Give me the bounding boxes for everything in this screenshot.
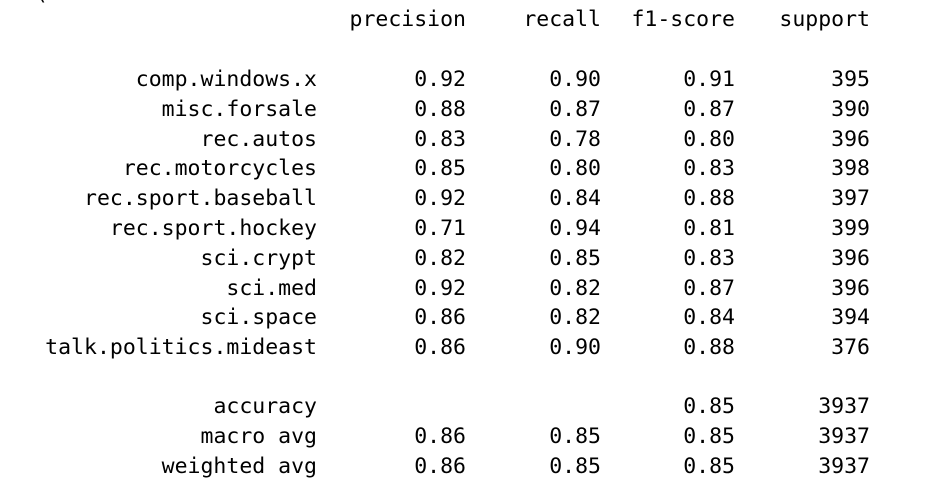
support-value: 394 [831, 305, 870, 331]
f1-score-value: 0.87 [683, 275, 735, 301]
support-value: 395 [831, 67, 870, 92]
row-label: rec.motorcycles [122, 156, 317, 182]
class-row: rec.sport.baseball 0.92 0.84 0.88 397 [0, 184, 945, 214]
precision-value: 0.92 [414, 275, 466, 301]
row-label: sci.space [200, 305, 318, 331]
row-label: weighted avg [161, 453, 317, 479]
precision-value: 0.85 [414, 156, 466, 182]
class-row: rec.autos 0.83 0.78 0.80 396 [0, 125, 945, 155]
row-label: sci.med [226, 275, 317, 301]
class-row: misc.forsale 0.88 0.87 0.87 390 [0, 95, 945, 125]
support-value: 3937 [818, 423, 870, 449]
precision-value: 0.86 [414, 453, 466, 479]
f1-score-value: 0.91 [683, 67, 735, 92]
f1-score-value: 0.83 [683, 156, 735, 182]
class-row: rec.motorcycles 0.85 0.80 0.83 398 [0, 154, 945, 184]
f1-score-value: 0.81 [683, 216, 735, 241]
recall-value: 0.82 [549, 305, 601, 331]
precision-value: 0.83 [414, 126, 466, 152]
f1-score-value: 0.80 [683, 126, 735, 152]
recall-value: 0.87 [549, 96, 601, 122]
f1-score-value: 0.84 [683, 305, 735, 331]
support-value: 3937 [818, 453, 870, 479]
recall-value: 0.94 [549, 216, 601, 241]
support-value: 396 [831, 245, 870, 271]
support-value: 3937 [818, 394, 870, 419]
row-label: sci.crypt [200, 245, 318, 271]
clipped-previous-line: (... [35, 0, 87, 4]
row-label: rec.sport.baseball [84, 186, 317, 212]
precision-value: 0.86 [414, 335, 466, 361]
class-row: sci.med 0.92 0.82 0.87 396 [0, 274, 945, 304]
header-precision: precision [349, 7, 467, 32]
row-label: accuracy [213, 394, 317, 419]
recall-value: 0.85 [549, 423, 601, 449]
f1-score-value: 0.87 [683, 96, 735, 122]
precision-value: 0.92 [414, 186, 466, 212]
summary-row: weighted avg 0.86 0.85 0.85 3937 [0, 452, 945, 482]
recall-value: 0.90 [549, 335, 601, 361]
support-value: 390 [831, 96, 870, 122]
f1-score-value: 0.85 [683, 394, 735, 419]
support-value: 396 [831, 126, 870, 152]
precision-value: 0.88 [414, 96, 466, 122]
precision-value: 0.86 [414, 305, 466, 331]
recall-value: 0.84 [549, 186, 601, 212]
recall-value: 0.85 [549, 245, 601, 271]
precision-value: 0.92 [414, 67, 466, 92]
row-label: misc.forsale [161, 96, 317, 122]
header-support: support [779, 7, 870, 32]
summary-row: accuracy 0.85 3937 [0, 392, 945, 422]
class-row: sci.space 0.86 0.82 0.84 394 [0, 303, 945, 333]
f1-score-value: 0.88 [683, 186, 735, 212]
summary-row: macro avg 0.86 0.85 0.85 3937 [0, 422, 945, 452]
class-row: rec.sport.hockey 0.71 0.94 0.81 399 [0, 214, 945, 244]
recall-value: 0.82 [549, 275, 601, 301]
header-f1-score: f1-score [631, 7, 735, 32]
f1-score-value: 0.88 [683, 335, 735, 361]
class-row: sci.crypt 0.82 0.85 0.83 396 [0, 244, 945, 274]
f1-score-value: 0.85 [683, 453, 735, 479]
precision-value: 0.71 [414, 216, 466, 241]
support-value: 397 [831, 186, 870, 212]
class-row: comp.windows.x 0.92 0.90 0.91 395 [0, 65, 945, 95]
header-recall: recall [523, 7, 601, 32]
precision-value: 0.86 [414, 423, 466, 449]
f1-score-value: 0.85 [683, 423, 735, 449]
row-label: talk.politics.mideast [45, 335, 317, 361]
row-label: rec.autos [200, 126, 318, 152]
recall-value: 0.80 [549, 156, 601, 182]
precision-value: 0.82 [414, 245, 466, 271]
recall-value: 0.90 [549, 67, 601, 92]
class-row: talk.politics.mideast 0.86 0.90 0.88 376 [0, 333, 945, 363]
support-value: 376 [831, 335, 870, 361]
row-label: rec.sport.hockey [109, 216, 317, 241]
support-value: 398 [831, 156, 870, 182]
row-label: comp.windows.x [135, 67, 317, 92]
header-row: precision recall f1-score support [0, 5, 945, 35]
support-value: 399 [831, 216, 870, 241]
recall-value: 0.85 [549, 453, 601, 479]
support-value: 396 [831, 275, 870, 301]
row-label: macro avg [200, 423, 318, 449]
f1-score-value: 0.83 [683, 245, 735, 271]
recall-value: 0.78 [549, 126, 601, 152]
